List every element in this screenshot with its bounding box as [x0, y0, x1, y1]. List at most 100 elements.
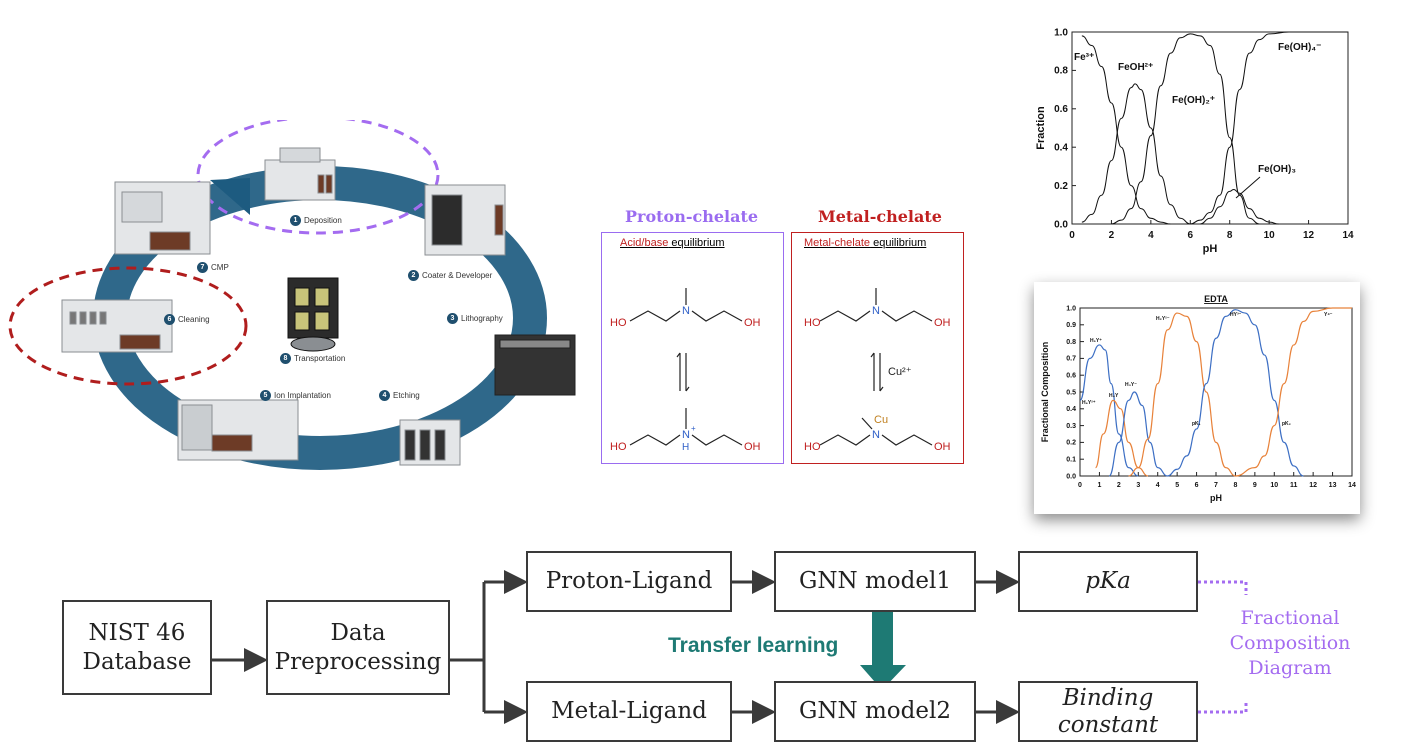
x-tick-label: 8	[1227, 230, 1233, 241]
species-label: pK₂	[1282, 421, 1291, 427]
step-label: CMP	[211, 263, 229, 272]
edta-chart-card: 0 1 2 3 4 5 6 7 8 9 10 11 12 13 14 0.0 0.1 0.2 0.3 0.4 0.5 0.…	[1034, 282, 1360, 514]
y-tick-label: 0.4	[1054, 143, 1068, 154]
x-tick-label: 11	[1290, 482, 1298, 489]
metal-equilibrium-red: Metal-chelate	[804, 237, 871, 249]
ho-left-top: HO	[610, 317, 627, 329]
fe-chart-svg: 0 2 4 6 8 10 12 14 0.0 0.2 0.4 0.6 0.8 1.0 pH Fraction F…	[1035, 27, 1354, 255]
step-deposition: 1 Deposition	[290, 215, 342, 226]
x-axis-label: pH	[1210, 493, 1222, 503]
h-bottom: H	[682, 442, 689, 453]
series-line	[1190, 31, 1348, 225]
y-tick-label: 0.4	[1066, 406, 1076, 413]
x-tick-label: 1	[1097, 482, 1101, 489]
fab-cycle-diagram: 1 Deposition 2 Coater & Developer 3 Lithogr…	[0, 115, 580, 480]
transportation-equipment	[287, 277, 339, 352]
oh-right-top: OH	[744, 317, 761, 329]
step-coater: 2 Coater & Developer	[408, 270, 492, 281]
n-top: N	[682, 305, 690, 317]
x-tick-label: 4	[1156, 482, 1160, 489]
x-tick-label: 10	[1270, 482, 1278, 489]
species-label: Fe(OH)₃	[1258, 164, 1296, 175]
species-label: H₂Y²⁻	[1156, 316, 1170, 322]
y-tick-label: 0.7	[1066, 356, 1076, 363]
x-tick-label: 14	[1348, 482, 1356, 489]
ion-implantation-equipment	[177, 399, 299, 461]
series-line	[1167, 309, 1304, 477]
metal-equilibrium-black: equilibrium	[870, 237, 927, 249]
y-tick-label: 0.8	[1054, 66, 1068, 77]
y-tick-label: 1.0	[1066, 305, 1076, 312]
fe-speciation-chart: 0 2 4 6 8 10 12 14 0.0 0.2 0.4 0.6 0.8 1.0 pH Fraction F…	[1030, 10, 1370, 280]
cu-ion-label: Cu²⁺	[888, 366, 912, 378]
etching-equipment	[399, 419, 461, 466]
metal-equilibrium-heading: Metal-chelate equilibrium	[804, 237, 926, 249]
x-axis-label: pH	[1203, 243, 1218, 255]
step-label: Cleaning	[178, 315, 210, 324]
series-line	[1079, 344, 1139, 477]
species-label: FeOH²⁺	[1118, 62, 1153, 73]
y-tick-label: 0.0	[1066, 473, 1076, 480]
species-label: Fe(OH)₂⁺	[1172, 95, 1215, 106]
coater-equipment	[424, 184, 506, 256]
transfer-arrow	[860, 598, 906, 690]
step-transportation: 8 Transportation	[280, 353, 345, 364]
edta-chart-svg: 0 1 2 3 4 5 6 7 8 9 10 11 12 13 140.00.10.20.30.40.50.…	[1040, 294, 1356, 503]
x-tick-label: 3	[1136, 482, 1140, 489]
y-tick-label: 0.2	[1054, 181, 1068, 192]
step-cleaning: 6 Cleaning	[164, 314, 210, 325]
metal-structures: HO N OH Cu²⁺ HO Cu N OH	[804, 288, 951, 453]
y-tick-label: 0.1	[1066, 457, 1076, 464]
pka-output-box: pKa	[1018, 551, 1198, 612]
x-tick-label: 6	[1195, 482, 1199, 489]
species-label: Fe(OH)₄⁻	[1278, 42, 1321, 53]
y-tick-label: 0.0	[1054, 219, 1068, 230]
binding-constant-box: Binding constant	[1018, 681, 1198, 742]
step-label: Coater & Developer	[422, 271, 493, 280]
n-bottom: N	[682, 429, 690, 441]
chart-title: EDTA	[1204, 294, 1228, 304]
series-line	[1235, 307, 1352, 477]
species-label: H₃Y⁻	[1125, 382, 1137, 388]
ho-left-bottom: HO	[804, 441, 821, 453]
x-tick-label: 8	[1233, 482, 1237, 489]
series-line	[1111, 33, 1260, 225]
data-preprocessing-box: Data Preprocessing	[266, 600, 450, 695]
step-label: Transportation	[294, 354, 346, 363]
cycle-arrowhead	[210, 178, 250, 215]
y-tick-label: 0.3	[1066, 423, 1076, 430]
cleaning-highlight	[8, 266, 248, 386]
deposition-equipment	[264, 147, 336, 201]
flow-connectors	[210, 570, 1248, 724]
plot-frame	[1079, 307, 1353, 477]
y-tick-label: 1.0	[1054, 27, 1068, 38]
fractional-composition-label: Fractional Composition Diagram	[1229, 607, 1351, 680]
species-label: pK₁	[1192, 421, 1201, 427]
species-label: H₄Y	[1109, 393, 1119, 399]
metal-ligand-box: Metal-Ligand	[526, 681, 732, 742]
fe-oh3-pointer	[1235, 176, 1261, 199]
plot-frame	[1071, 31, 1349, 225]
x-tick-label: 5	[1175, 482, 1179, 489]
step-number: 7	[197, 262, 208, 273]
x-tick-label: 12	[1303, 230, 1315, 241]
metal-chelate-panel: Metal-chelate equilibrium HO N OH Cu²⁺ H…	[791, 232, 964, 464]
species-label: Y⁴⁻	[1324, 312, 1333, 318]
proton-equilibrium-red: Acid/base	[620, 237, 669, 249]
y-tick-label: 0.6	[1054, 104, 1068, 115]
step-number: 6	[164, 314, 175, 325]
series-line	[1128, 312, 1236, 477]
cleaning-equipment	[61, 299, 173, 353]
proton-equilibrium-black: equilibrium	[668, 237, 725, 249]
series-line	[1200, 188, 1280, 225]
x-tick-label: 6	[1188, 230, 1194, 241]
x-tick-label: 13	[1329, 482, 1337, 489]
metal-chelate-title: Metal-chelate	[818, 207, 942, 226]
y-tick-label: 0.5	[1066, 389, 1076, 396]
proton-chelate-title: Proton-chelate	[625, 207, 759, 226]
proton-ligand-box: Proton-Ligand	[526, 551, 732, 612]
step-number: 2	[408, 270, 419, 281]
series-line	[1108, 391, 1168, 477]
proton-equilibrium-heading: Acid/base equilibrium	[620, 237, 725, 249]
step-cmp: 7 CMP	[197, 262, 229, 273]
